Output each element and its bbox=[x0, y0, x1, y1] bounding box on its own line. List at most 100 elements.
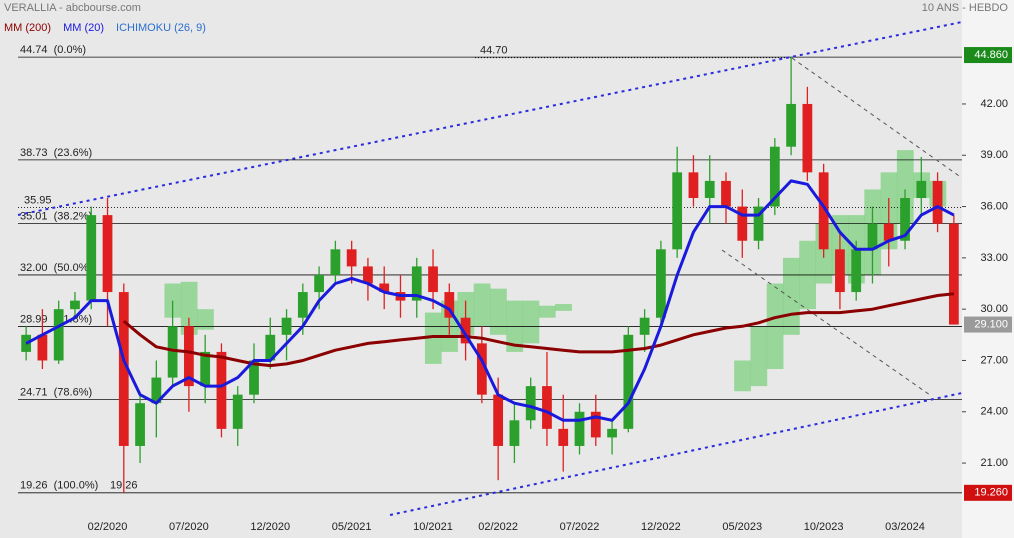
x-tick-label: 05/2023 bbox=[722, 521, 762, 533]
level-label: 38.73 (23.6%) bbox=[20, 147, 92, 159]
x-tick-label: 05/2021 bbox=[332, 521, 372, 533]
candle-body bbox=[70, 300, 80, 310]
candle-body bbox=[411, 266, 422, 301]
cloud-segment bbox=[750, 326, 768, 387]
candle-body bbox=[184, 326, 194, 387]
candle-body bbox=[607, 428, 617, 438]
price-tag bbox=[964, 484, 1012, 501]
fib-levels: 44.74 (0.0%) 38.73 (23.6%) 35.01 (38.2%) 32… bbox=[18, 44, 962, 494]
candle-body bbox=[672, 172, 683, 250]
candle-body bbox=[200, 351, 211, 387]
candle-body bbox=[232, 394, 243, 429]
candle-body bbox=[379, 283, 390, 293]
candle-body bbox=[493, 394, 504, 446]
axis-panel bbox=[962, 0, 1014, 538]
candle-body bbox=[867, 223, 878, 250]
candle-body bbox=[314, 274, 324, 293]
candle-body bbox=[590, 411, 601, 438]
candle-body bbox=[639, 317, 650, 335]
dotted-level-label: 35.95 bbox=[24, 194, 52, 206]
candle-body bbox=[151, 377, 162, 404]
y-tick-label: 33.00 bbox=[980, 252, 1008, 264]
candle-body bbox=[737, 206, 748, 241]
candle-body bbox=[753, 206, 764, 241]
y-tick-label: 24.00 bbox=[980, 406, 1008, 418]
trend-lines bbox=[17, 21, 963, 516]
chart-title: VERALLIA - abcbourse.com bbox=[4, 2, 141, 14]
candle-body bbox=[948, 223, 959, 325]
cloud-segment bbox=[490, 288, 507, 335]
candle-body bbox=[688, 172, 699, 199]
candle-body bbox=[851, 249, 862, 293]
candle-body bbox=[53, 309, 64, 361]
cloud-segment bbox=[538, 305, 556, 318]
price-tag bbox=[964, 316, 1012, 333]
candle-body bbox=[704, 180, 715, 199]
candle-body bbox=[883, 223, 894, 241]
candle-body bbox=[574, 411, 585, 446]
candle-body bbox=[721, 180, 731, 207]
x-tick-label: 10/2021 bbox=[413, 521, 453, 533]
x-tick-label: 02/2022 bbox=[478, 521, 518, 533]
x-tick-label: 12/2022 bbox=[641, 521, 681, 533]
x-tick-label: 07/2022 bbox=[560, 521, 600, 533]
candle-body bbox=[542, 386, 552, 429]
moving-averages bbox=[25, 179, 955, 422]
y-tick-label: 27.00 bbox=[980, 354, 1008, 366]
candle-body bbox=[86, 215, 97, 301]
candle-body bbox=[932, 180, 943, 224]
legend: MM (200) MM (20) ICHIMOKU (26, 9) bbox=[4, 22, 206, 34]
y-tick-label: 36.00 bbox=[980, 200, 1008, 212]
price-tag-label: 29.100 bbox=[974, 318, 1008, 330]
candle-body bbox=[802, 103, 813, 173]
candle-body bbox=[249, 360, 259, 395]
price-tag-label: 44.860 bbox=[974, 49, 1008, 61]
candle-body bbox=[118, 292, 129, 446]
trend-line bbox=[791, 57, 963, 179]
level-label: 24.71 (78.6%) bbox=[20, 387, 92, 399]
level-label: 44.74 (0.0%) bbox=[20, 44, 86, 56]
x-tick-label: 02/2020 bbox=[88, 521, 128, 533]
candle-body bbox=[216, 351, 227, 429]
cloud-segment bbox=[522, 300, 540, 344]
trend-line bbox=[721, 249, 931, 396]
candle-body bbox=[525, 386, 536, 421]
candle-body bbox=[444, 292, 455, 318]
candle-body bbox=[346, 249, 357, 267]
y-tick-label: 39.00 bbox=[980, 149, 1008, 161]
level-label: 19.26 (100.0%) bbox=[20, 480, 98, 492]
candle-body bbox=[476, 343, 487, 395]
candle-body bbox=[656, 249, 666, 318]
candle-body bbox=[769, 146, 780, 207]
y-tick-label: 30.00 bbox=[980, 303, 1008, 315]
cloud-segment bbox=[782, 257, 800, 335]
cloud-segment bbox=[555, 304, 572, 311]
candle-body bbox=[558, 428, 569, 446]
candle-body bbox=[330, 249, 341, 275]
ma-line bbox=[122, 292, 955, 368]
candle-body bbox=[786, 103, 796, 147]
candle-body bbox=[623, 334, 634, 429]
cloud-segment bbox=[734, 360, 751, 392]
candle-body bbox=[818, 172, 829, 250]
chart-subtitle: 10 ANS - HEBDO bbox=[922, 2, 1009, 14]
legend-entry: MM (20) bbox=[63, 22, 104, 34]
price-tag-label: 19.260 bbox=[974, 487, 1008, 499]
candle-body bbox=[297, 292, 308, 318]
candle-body bbox=[509, 420, 520, 446]
cloud-segment bbox=[473, 283, 491, 327]
candle-body bbox=[37, 334, 48, 361]
legend-entry: MM (200) bbox=[4, 22, 51, 34]
candle-body bbox=[265, 334, 276, 361]
legend-entry: ICHIMOKU (26, 9) bbox=[116, 22, 206, 34]
axes: 42.00 39.00 36.00 33.00 30.00 27.00 24.00 21.00… bbox=[88, 47, 1012, 533]
candle-body bbox=[135, 403, 145, 446]
y-tick-label: 21.00 bbox=[980, 457, 1008, 469]
candle-body bbox=[460, 317, 471, 344]
cloud-segment bbox=[164, 283, 182, 318]
ma-line bbox=[25, 179, 955, 422]
candles bbox=[21, 57, 959, 493]
candle-body bbox=[363, 266, 373, 284]
level-label: 32.00 (50.0%) bbox=[20, 262, 92, 274]
